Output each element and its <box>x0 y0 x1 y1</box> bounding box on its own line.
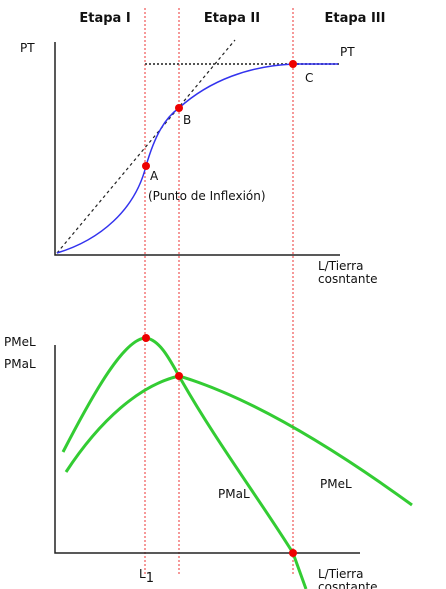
inflection-note: (Punto de Inflexión) <box>148 189 266 203</box>
x-axis-label: cosntante <box>318 580 378 589</box>
bottom-axes <box>54 345 360 554</box>
point-label: C <box>305 71 313 85</box>
point-label: A <box>150 169 159 183</box>
pmal-curve <box>61 336 308 589</box>
pmal-max <box>142 334 150 342</box>
pmal-zero <box>289 549 297 557</box>
stage-label: Etapa III <box>325 11 386 26</box>
l1-label: L1 <box>139 567 154 586</box>
y-axis-label: PMaL <box>4 357 36 371</box>
l1-base: L <box>139 567 146 581</box>
l1-sub: 1 <box>146 571 154 586</box>
point-a <box>142 162 150 170</box>
curve-label: PT <box>340 45 355 59</box>
stage-dividers <box>144 8 294 575</box>
x-axis-label: L/Tierra <box>318 567 363 581</box>
stage-label: Etapa II <box>204 11 260 26</box>
y-axis-label: PT <box>20 41 35 55</box>
stage-label: Etapa I <box>79 11 130 26</box>
point-b <box>175 104 183 112</box>
intersection <box>175 372 183 380</box>
pt-curve <box>56 63 338 254</box>
x-axis-label: cosntante <box>318 272 378 286</box>
curve-label: PMeL <box>320 477 352 491</box>
point-c <box>289 60 297 68</box>
pmel-curve <box>64 374 413 507</box>
x-axis-label: L/Tierra <box>318 259 363 273</box>
y-axis-label: PMeL <box>4 335 36 349</box>
tangent-line <box>56 39 236 254</box>
curve-label: PMaL <box>218 487 250 501</box>
point-label: B <box>183 113 191 127</box>
top-axes <box>54 42 340 256</box>
